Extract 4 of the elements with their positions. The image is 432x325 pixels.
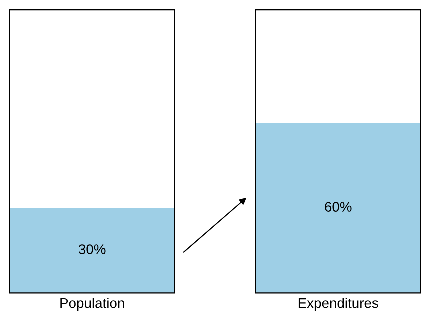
x-tick-label: Expenditures: [298, 298, 378, 311]
data-label: 60%: [325, 202, 352, 212]
data-label: 30%: [78, 244, 106, 254]
x-tick-label: Population: [60, 298, 124, 311]
